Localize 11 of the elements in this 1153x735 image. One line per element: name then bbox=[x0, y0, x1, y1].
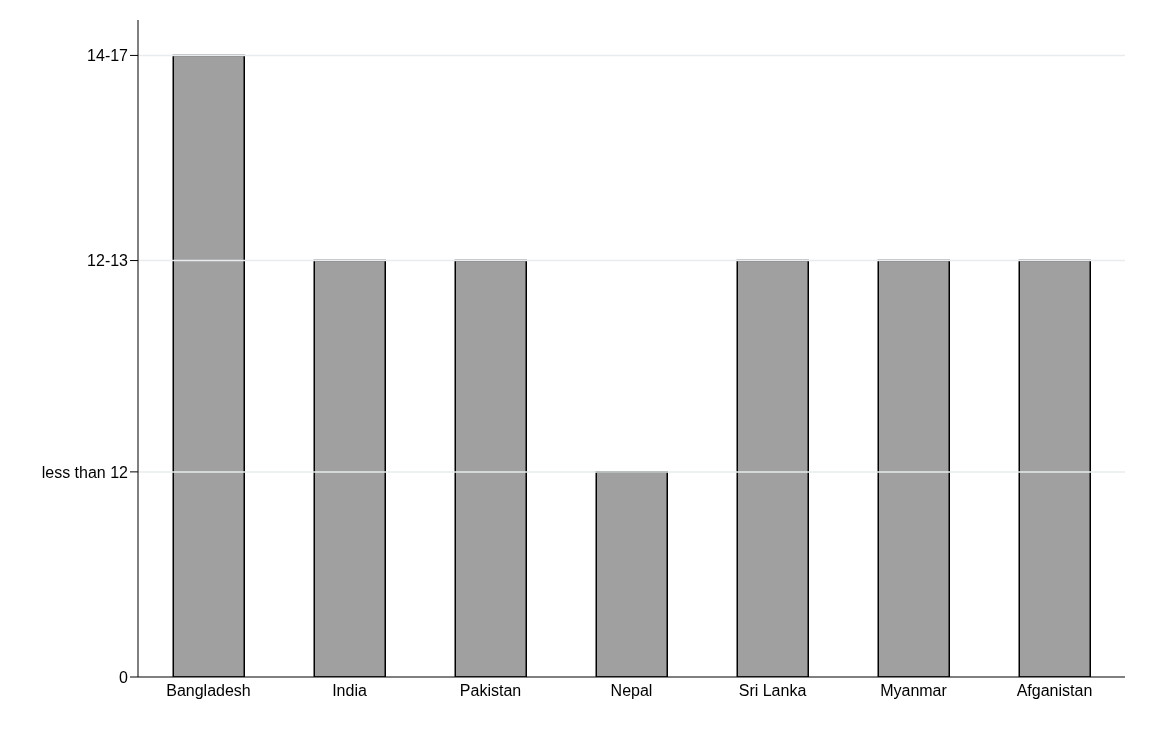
x-tick-label: India bbox=[332, 682, 367, 700]
x-tick-label: Bangladesh bbox=[166, 682, 251, 700]
x-tick-label: Sri Lanka bbox=[738, 682, 807, 700]
x-tick-label: Nepal bbox=[610, 682, 653, 700]
x-tick-label: Afganistan bbox=[1016, 682, 1093, 700]
x-tick-label: Pakistan bbox=[459, 682, 522, 700]
text: 0 bbox=[119, 668, 129, 686]
x-tick-label: Myanmar bbox=[880, 682, 948, 700]
text: less than 12 bbox=[41, 463, 129, 481]
text: 14-17 bbox=[87, 47, 129, 65]
text: 12-13 bbox=[87, 252, 129, 270]
